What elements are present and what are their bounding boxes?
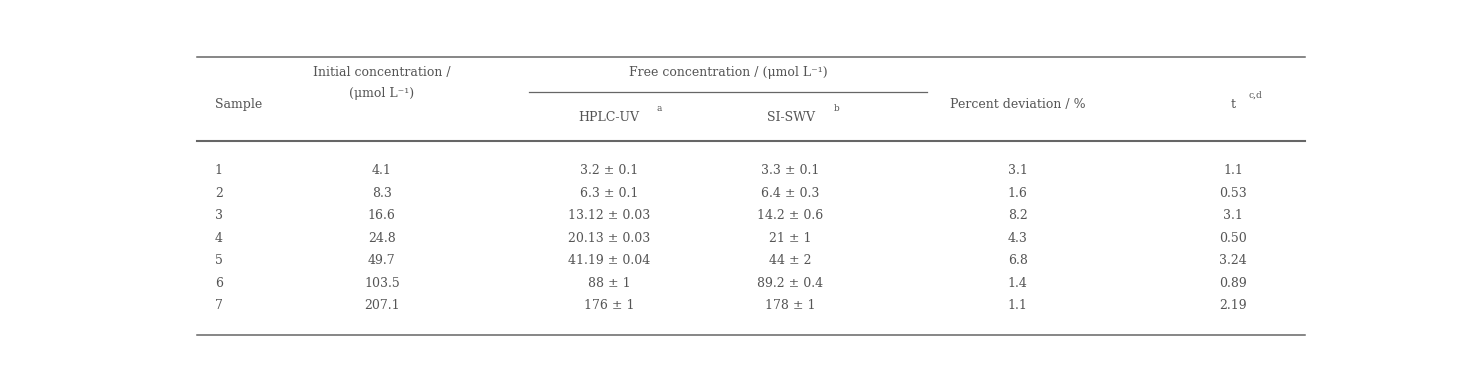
- Text: 0.89: 0.89: [1219, 277, 1247, 290]
- Text: 3.3 ± 0.1: 3.3 ± 0.1: [762, 164, 820, 177]
- Text: a: a: [656, 104, 662, 113]
- Text: 88 ± 1: 88 ± 1: [587, 277, 630, 290]
- Text: SI-SWV: SI-SWV: [766, 111, 815, 124]
- Text: 0.53: 0.53: [1219, 187, 1247, 200]
- Text: 89.2 ± 0.4: 89.2 ± 0.4: [757, 277, 823, 290]
- Text: 1: 1: [215, 164, 223, 177]
- Text: 2: 2: [215, 187, 223, 200]
- Text: 49.7: 49.7: [368, 254, 396, 267]
- Text: 16.6: 16.6: [368, 209, 396, 222]
- Text: 178 ± 1: 178 ± 1: [765, 300, 816, 312]
- Text: 103.5: 103.5: [363, 277, 400, 290]
- Text: Sample: Sample: [215, 97, 262, 110]
- Text: 207.1: 207.1: [363, 300, 400, 312]
- Text: b: b: [834, 104, 839, 113]
- Text: 5: 5: [215, 254, 223, 267]
- Text: 44 ± 2: 44 ± 2: [769, 254, 812, 267]
- Text: 1.4: 1.4: [1008, 277, 1027, 290]
- Text: 1.1: 1.1: [1008, 300, 1027, 312]
- Text: (μmol L⁻¹): (μmol L⁻¹): [349, 87, 415, 100]
- Text: Percent deviation / %: Percent deviation / %: [949, 97, 1086, 110]
- Text: 2.19: 2.19: [1219, 300, 1247, 312]
- Text: 1.6: 1.6: [1008, 187, 1027, 200]
- Text: 0.50: 0.50: [1219, 232, 1247, 245]
- Text: 3.1: 3.1: [1223, 209, 1244, 222]
- Text: HPLC-UV: HPLC-UV: [579, 111, 639, 124]
- Text: 4.3: 4.3: [1008, 232, 1027, 245]
- Text: 21 ± 1: 21 ± 1: [769, 232, 812, 245]
- Text: 3.2 ± 0.1: 3.2 ± 0.1: [580, 164, 639, 177]
- Text: 3: 3: [215, 209, 223, 222]
- Text: 20.13 ± 0.03: 20.13 ± 0.03: [568, 232, 650, 245]
- Text: 6.4 ± 0.3: 6.4 ± 0.3: [762, 187, 820, 200]
- Text: 3.24: 3.24: [1219, 254, 1247, 267]
- Text: 4.1: 4.1: [372, 164, 391, 177]
- Text: 6.8: 6.8: [1008, 254, 1027, 267]
- Text: 41.19 ± 0.04: 41.19 ± 0.04: [568, 254, 650, 267]
- Text: 3.1: 3.1: [1008, 164, 1027, 177]
- Text: Initial concentration /: Initial concentration /: [314, 66, 451, 79]
- Text: 1.1: 1.1: [1223, 164, 1244, 177]
- Text: 4: 4: [215, 232, 223, 245]
- Text: 8.3: 8.3: [372, 187, 391, 200]
- Text: 6: 6: [215, 277, 223, 290]
- Text: 6.3 ± 0.1: 6.3 ± 0.1: [580, 187, 639, 200]
- Text: t: t: [1231, 97, 1236, 110]
- Text: 13.12 ± 0.03: 13.12 ± 0.03: [568, 209, 650, 222]
- Text: Free concentration / (μmol L⁻¹): Free concentration / (μmol L⁻¹): [628, 66, 828, 79]
- Text: 7: 7: [215, 300, 223, 312]
- Text: 14.2 ± 0.6: 14.2 ± 0.6: [757, 209, 823, 222]
- Text: 24.8: 24.8: [368, 232, 396, 245]
- Text: c,d: c,d: [1248, 90, 1261, 100]
- Text: 8.2: 8.2: [1008, 209, 1027, 222]
- Text: 176 ± 1: 176 ± 1: [583, 300, 634, 312]
